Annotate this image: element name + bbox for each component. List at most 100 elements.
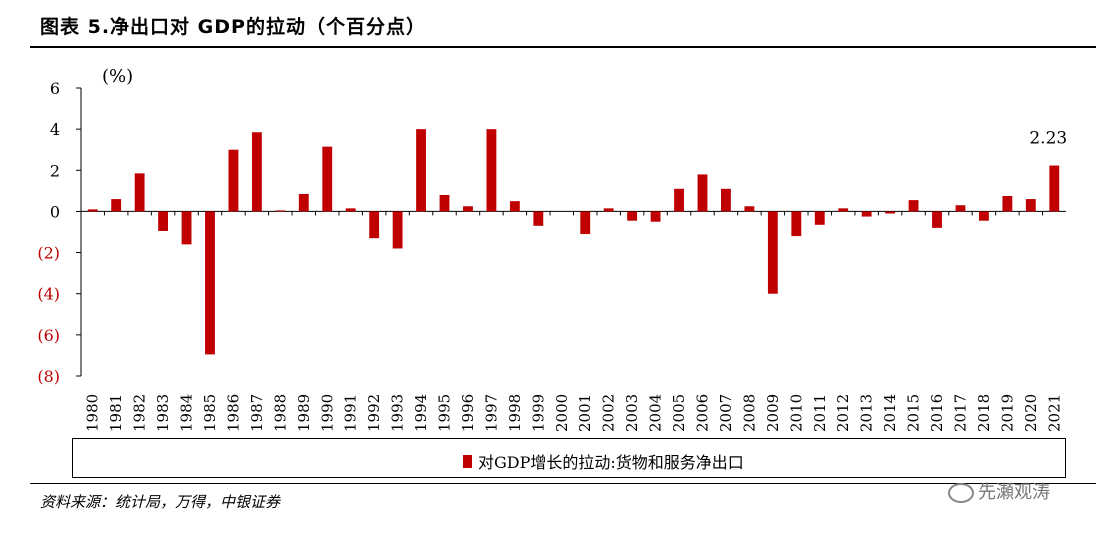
bar-2019	[1002, 196, 1013, 212]
bar-2017	[955, 205, 966, 212]
bar-2021	[1049, 165, 1060, 212]
x-tick-label: 1986	[224, 394, 242, 432]
x-tick-label: 1998	[506, 394, 524, 432]
legend-label: 对GDP增长的拉动:货物和服务净出口	[478, 453, 744, 472]
bar-1985	[205, 211, 215, 355]
x-tick-label: 1987	[248, 394, 266, 432]
y-tick-label: 4	[50, 120, 60, 139]
x-tick-label: 2021	[1045, 394, 1063, 432]
bar-2009	[767, 211, 778, 294]
bar-2011	[814, 211, 825, 225]
bar-1986	[228, 149, 239, 212]
legend-entry: 对GDP增长的拉动:货物和服务净出口	[463, 449, 744, 473]
y-tick-label: (8)	[37, 367, 60, 386]
bar-1992	[369, 211, 380, 239]
x-tick-label: 2020	[1022, 394, 1040, 432]
bar-2002	[603, 208, 614, 212]
bar-1994	[416, 129, 426, 212]
bar-1990	[322, 146, 333, 212]
x-tick-label: 2009	[764, 394, 782, 432]
x-tick-label: 2005	[670, 394, 688, 432]
x-tick-label: 1992	[365, 394, 383, 432]
bar-2016	[932, 211, 942, 228]
x-tick-label: 1984	[178, 394, 196, 432]
watermark: 先瀬观涛	[948, 478, 1050, 504]
x-tick-label: 2016	[928, 394, 946, 432]
x-tick-label: 2001	[576, 394, 594, 432]
x-tick-label: 2017	[951, 394, 969, 432]
bar-2015	[908, 200, 919, 212]
x-tick-label: 2014	[881, 394, 899, 432]
bar-1981	[111, 199, 122, 212]
x-tick-label: 1999	[529, 394, 547, 432]
x-tick-label: 1994	[412, 394, 430, 432]
bar-2006	[697, 174, 708, 212]
x-tick-label: 1990	[318, 394, 336, 432]
x-tick-label: 1985	[201, 394, 219, 432]
y-tick-label: (6)	[37, 326, 60, 345]
x-tick-label: 2010	[787, 394, 805, 432]
bar-1983	[158, 211, 169, 231]
bar-1987	[251, 132, 262, 212]
x-tick-label: 2007	[717, 394, 735, 432]
x-tick-label: 2003	[623, 394, 641, 432]
bar-2005	[674, 188, 684, 212]
bar-1988	[275, 210, 286, 212]
bar-1997	[486, 129, 497, 212]
x-tick-label: 1982	[131, 394, 149, 432]
x-tick-label: 2019	[998, 394, 1016, 432]
bar-2003	[627, 211, 638, 221]
x-tick-label: 1983	[154, 394, 172, 432]
x-tick-label: 2008	[740, 394, 758, 432]
bar-2018	[978, 211, 989, 221]
y-tick-label: 6	[50, 79, 60, 98]
x-tick-label: 1993	[389, 394, 407, 432]
x-tick-label: 1988	[271, 394, 289, 432]
y-tick-label: 0	[50, 202, 60, 221]
x-tick-label: 1997	[482, 394, 500, 432]
x-tick-label: 2013	[858, 394, 876, 432]
x-tick-label: 2015	[905, 394, 923, 432]
source-note: 资料来源：统计局，万得，中银证券	[40, 493, 281, 511]
bar-1991	[345, 208, 356, 212]
x-tick-label: 1981	[107, 394, 125, 432]
bar-1995	[439, 194, 450, 212]
bar-1982	[134, 173, 145, 212]
x-tick-label: 1980	[84, 394, 102, 432]
bar-1989	[298, 193, 309, 212]
chart-title: 图表 5.净出口对 GDP的拉动（个百分点）	[40, 16, 426, 38]
x-tick-label: 1995	[436, 394, 454, 432]
title-rule	[30, 46, 1096, 48]
bar-1980	[87, 209, 98, 212]
bar-2020	[1025, 199, 1036, 212]
bar-1993	[392, 211, 403, 249]
bar-2014	[885, 211, 896, 214]
x-tick-label: 1989	[295, 394, 313, 432]
x-tick-label: 1996	[459, 394, 477, 432]
wechat-icon	[948, 483, 974, 503]
x-tick-label: 2004	[647, 394, 665, 432]
x-tick-label: 2018	[975, 394, 993, 432]
legend-swatch	[463, 454, 472, 468]
y-axis-unit-label: (%)	[102, 66, 133, 87]
bar-2001	[580, 211, 591, 235]
legend: 对GDP增长的拉动:货物和服务净出口	[72, 438, 1066, 478]
bar-2010	[791, 211, 802, 237]
bar-1996	[463, 206, 473, 212]
bar-1998	[509, 201, 520, 212]
watermark-text: 先瀬观涛	[978, 482, 1050, 503]
annotation-label: 2.23	[1029, 129, 1067, 149]
footer-rule	[30, 483, 1096, 484]
y-tick-label: (2)	[37, 244, 60, 263]
y-tick-label: (4)	[37, 285, 60, 304]
bar-2013	[861, 211, 872, 217]
x-tick-label: 2011	[811, 394, 829, 432]
x-tick-label: 1991	[342, 394, 360, 432]
x-tick-label: 2000	[553, 394, 571, 432]
bar-1999	[533, 211, 544, 226]
x-tick-label: 2002	[600, 394, 618, 432]
bar-2004	[650, 211, 661, 222]
bar-2012	[838, 208, 849, 212]
y-tick-label: 2	[50, 161, 60, 180]
